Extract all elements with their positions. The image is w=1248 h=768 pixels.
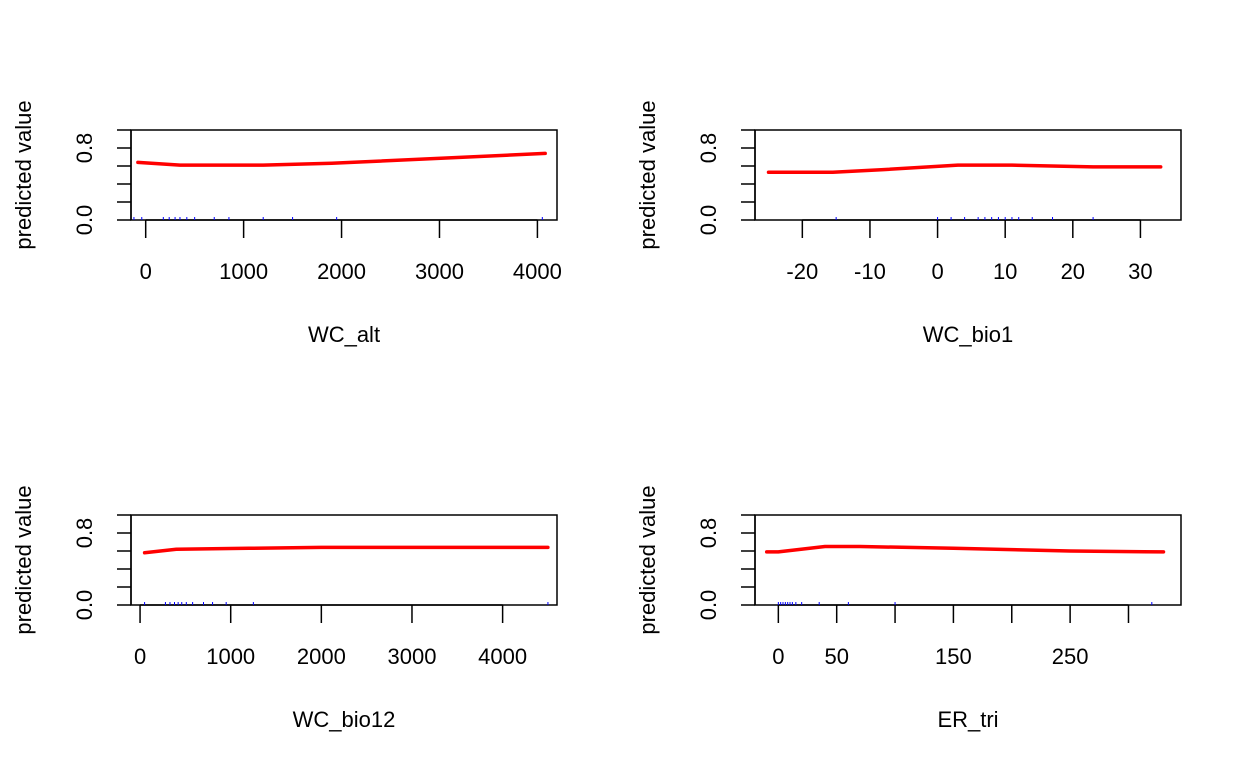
- x-tick-label: 30: [1128, 259, 1152, 284]
- response-curve: [764, 544, 1166, 554]
- x-tick-label: 3000: [415, 259, 464, 284]
- x-tick-label: 2000: [297, 644, 346, 669]
- y-axis-title: predicted value: [635, 485, 660, 634]
- x-tick-label: -10: [854, 259, 886, 284]
- x-tick-label: 4000: [478, 644, 527, 669]
- x-tick-label: 2000: [317, 259, 366, 284]
- y-axis-title: predicted value: [11, 485, 36, 634]
- plot-frame: [130, 129, 558, 221]
- x-axis-title: WC_bio1: [923, 322, 1013, 347]
- x-tick-label: 250: [1052, 644, 1089, 669]
- x-tick-label: 1000: [219, 259, 268, 284]
- x-tick-label: 20: [1061, 259, 1085, 284]
- x-axis-title: WC_alt: [308, 322, 380, 347]
- y-tick-label: 0.0: [696, 205, 721, 236]
- y-tick-label: 0.8: [72, 133, 97, 164]
- x-axis-title: WC_bio12: [293, 707, 396, 732]
- y-tick-label: 0.0: [72, 205, 97, 236]
- y-tick-label: 0.0: [72, 590, 97, 621]
- x-tick-label: 0: [134, 644, 146, 669]
- y-tick-label: 0.0: [696, 590, 721, 621]
- plot-frame: [130, 514, 558, 606]
- x-tick-label: 0: [140, 259, 152, 284]
- y-tick-label: 0.8: [696, 518, 721, 549]
- response-curve: [142, 545, 550, 555]
- x-tick-label: -20: [786, 259, 818, 284]
- response-curve: [136, 151, 547, 167]
- x-tick-label: 150: [935, 644, 972, 669]
- panel-1: 0 1000 2000 3000 4000 0.0 0.8 predicted value WC…: [11, 100, 562, 347]
- y-axis-title: predicted value: [11, 100, 36, 249]
- plot-frame: [754, 129, 1182, 221]
- panel-2: -20 -10 0 10 20 30 0.0 0.8 predicted value WC_bio…: [635, 100, 1182, 347]
- x-tick-label: 50: [824, 644, 848, 669]
- y-tick-label: 0.8: [72, 518, 97, 549]
- x-tick-label: 10: [993, 259, 1017, 284]
- x-axis-title: ER_tri: [937, 707, 998, 732]
- x-tick-label: 3000: [388, 644, 437, 669]
- response-curve: [766, 163, 1163, 175]
- x-tick-label: 1000: [206, 644, 255, 669]
- plot-frame: [754, 514, 1182, 606]
- y-tick-label: 0.8: [696, 133, 721, 164]
- panel-3: 0 1000 2000 3000 4000 0.0 0.8 predicted value WC…: [11, 485, 558, 732]
- x-tick-label: 4000: [513, 259, 562, 284]
- y-axis-title: predicted value: [635, 100, 660, 249]
- panel-4: 0 50 150 250 0.0 0.8 predicted value ER_tri: [635, 485, 1182, 732]
- x-tick-label: 0: [931, 259, 943, 284]
- x-tick-label: 0: [772, 644, 784, 669]
